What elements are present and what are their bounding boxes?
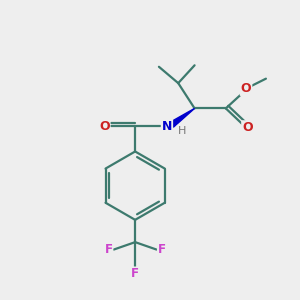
Text: F: F	[158, 243, 166, 256]
Text: F: F	[104, 243, 112, 256]
Text: O: O	[242, 121, 253, 134]
Text: H: H	[178, 126, 186, 136]
Text: F: F	[131, 267, 139, 280]
Text: O: O	[99, 120, 110, 133]
Text: O: O	[241, 82, 251, 95]
Text: N: N	[162, 120, 172, 133]
Polygon shape	[170, 108, 195, 127]
